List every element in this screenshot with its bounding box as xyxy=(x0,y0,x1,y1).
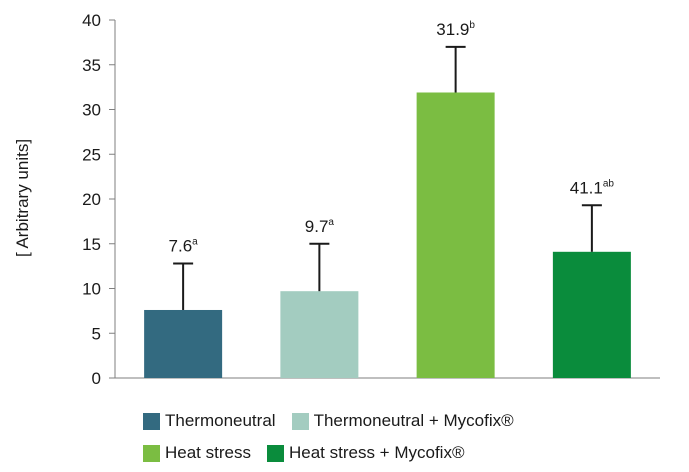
y-tick-label: 25 xyxy=(82,145,101,164)
y-tick-label: 0 xyxy=(92,369,101,388)
legend-item: Heat stress xyxy=(143,443,251,463)
legend-row: Thermoneutral Thermoneutral + Mycofix® xyxy=(143,408,683,434)
bar xyxy=(280,291,359,378)
y-tick-label: 35 xyxy=(82,56,101,75)
data-label: 7.6a xyxy=(169,236,199,255)
legend-label: Thermoneutral + Mycofix® xyxy=(313,411,514,430)
data-label-superscript: ab xyxy=(603,178,615,189)
data-label-value: 7.6 xyxy=(169,236,193,255)
legend-label: Heat stress xyxy=(165,443,251,462)
data-label: 31.9b xyxy=(436,20,475,39)
legend-label: Heat stress + Mycofix® xyxy=(288,443,465,462)
y-tick-label: 30 xyxy=(82,101,101,120)
legend-row: Heat stress Heat stress + Mycofix® xyxy=(143,440,683,466)
legend-swatch xyxy=(143,412,160,430)
data-label: 9.7a xyxy=(305,217,335,236)
legend-swatch xyxy=(266,444,284,462)
data-label-superscript: b xyxy=(469,20,475,31)
y-tick-label: 20 xyxy=(82,190,101,209)
data-label-value: 31.9 xyxy=(436,20,469,39)
bar xyxy=(416,92,495,379)
legend-item: Thermoneutral xyxy=(143,411,276,431)
bar xyxy=(552,251,631,378)
data-label-value: 41.1 xyxy=(570,178,603,197)
y-tick-label: 40 xyxy=(82,11,101,30)
legend: Thermoneutral Thermoneutral + Mycofix® Hea… xyxy=(143,408,683,472)
legend-item: Thermoneutral + Mycofix® xyxy=(291,411,514,431)
y-tick-label: 15 xyxy=(82,235,101,254)
data-label-superscript: a xyxy=(192,236,198,247)
bars xyxy=(144,92,631,379)
legend-item: Heat stress + Mycofix® xyxy=(266,443,465,463)
data-label-superscript: a xyxy=(328,217,334,228)
y-tick-label: 10 xyxy=(82,280,101,299)
y-axis-label: [ Arbitrary units] xyxy=(13,139,32,257)
data-label: 41.1ab xyxy=(570,178,615,197)
y-tick-label: 5 xyxy=(92,324,101,343)
legend-swatch xyxy=(143,444,160,462)
legend-label: Thermoneutral xyxy=(165,411,276,430)
bar xyxy=(144,309,223,378)
error-bars xyxy=(173,45,602,310)
legend-swatch xyxy=(291,412,309,430)
data-label-value: 9.7 xyxy=(305,217,329,236)
